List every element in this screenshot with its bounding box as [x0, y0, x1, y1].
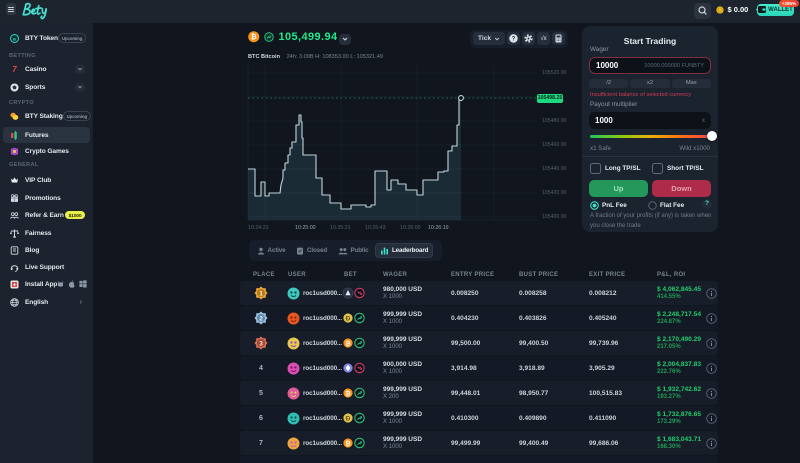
svg-text:2: 2: [259, 315, 263, 322]
svg-text:Đ: Đ: [346, 315, 351, 322]
svg-text:₿: ₿: [345, 389, 350, 397]
svg-text:1: 1: [259, 290, 263, 297]
svg-text:B: B: [13, 36, 16, 41]
svg-text:₿: ₿: [251, 33, 257, 41]
svg-text:Đ: Đ: [346, 415, 351, 422]
svg-text:₿: ₿: [345, 439, 350, 447]
svg-text:3: 3: [259, 340, 263, 347]
svg-text:?: ?: [512, 37, 516, 43]
svg-text:₿: ₿: [345, 339, 350, 347]
